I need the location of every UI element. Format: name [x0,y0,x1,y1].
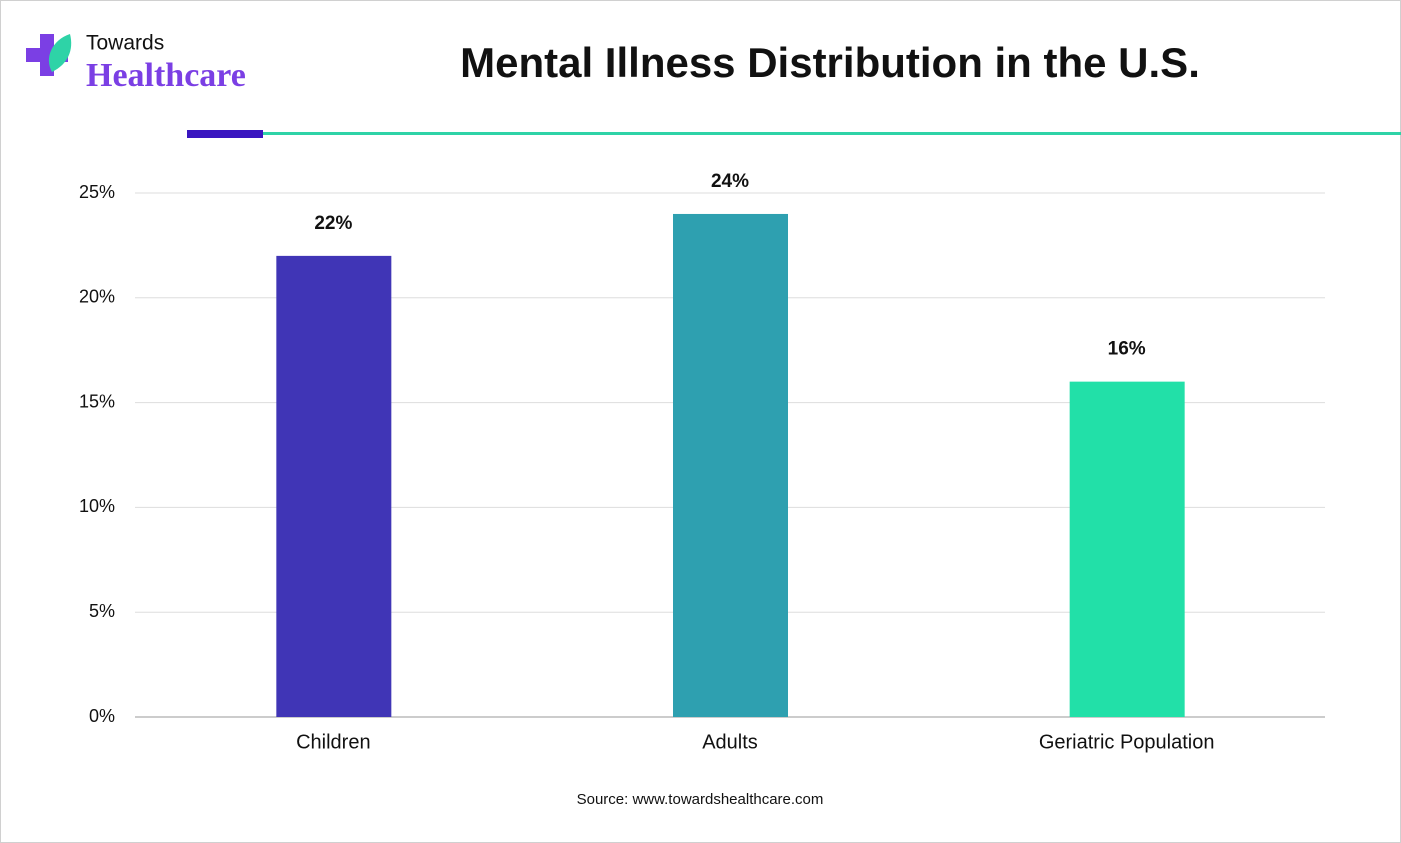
header-accent [187,130,263,138]
source: Source: www.towardshealthcare.com [577,791,824,808]
y-tick-label: 10% [79,496,115,516]
bar [673,213,788,717]
bar [276,255,392,717]
y-tick-label: 0% [89,706,115,726]
logo-line1: Towards [86,32,164,55]
chart-title: Mental Illness Distribution in the U.S. [460,39,1200,86]
logo-cross [26,34,68,76]
y-tick-label: 25% [79,182,115,202]
value-label: 16% [1108,339,1146,360]
x-tick-label: Adults [702,731,758,753]
value-label: 22% [314,213,352,234]
header-line [263,132,1401,135]
bar [1069,381,1185,717]
logo-line2: Healthcare [86,57,246,94]
x-tick-label: Geriatric Population [1039,731,1215,753]
value-label: 24% [711,171,749,192]
y-tick-label: 15% [79,391,115,411]
y-tick-label: 5% [89,601,115,621]
x-tick-label: Children [296,731,370,753]
y-tick-label: 20% [79,287,115,307]
logo-leaf [48,34,72,72]
logo: Towards Healthcare [26,32,246,94]
